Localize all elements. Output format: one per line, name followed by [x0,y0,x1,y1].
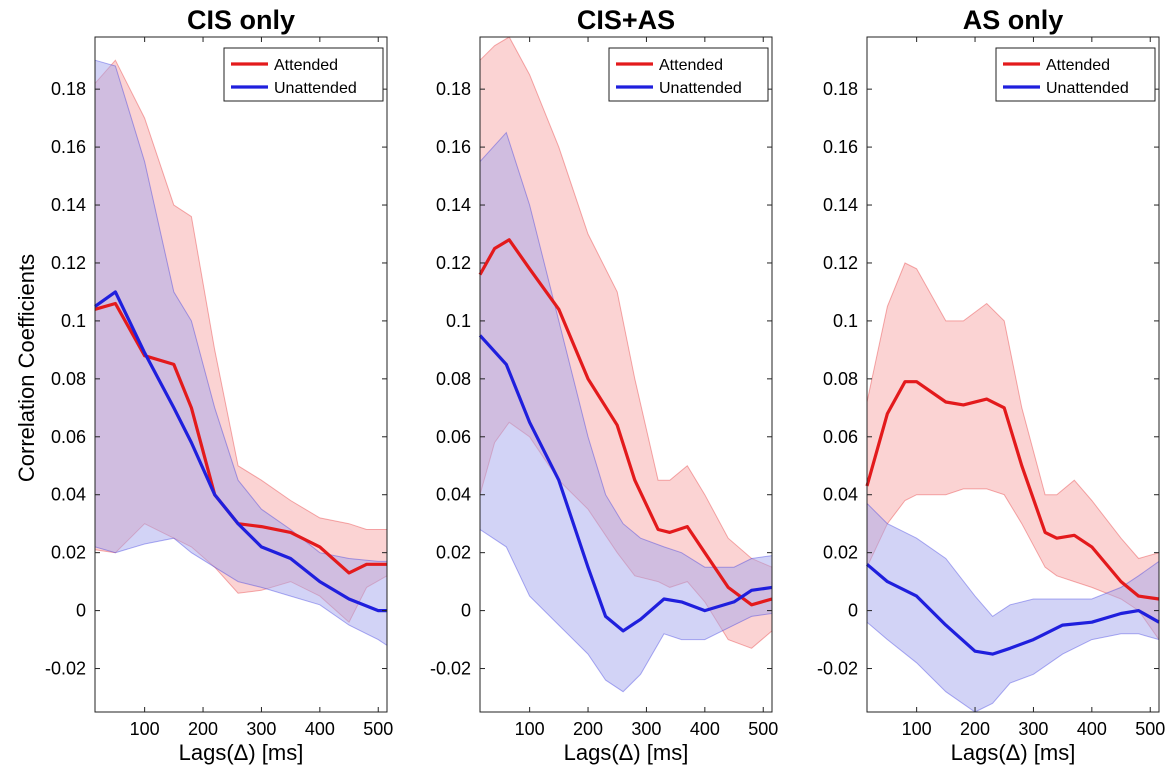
x-axis-label: Lags(Δ) [ms] [564,740,689,765]
axes-frame [94,36,388,713]
legend-box [223,47,384,102]
chart-panels: CIS only -0.02 0 0.02 0.04 0.06 0.08 0.1 0.12 0.1… [45,5,1165,765]
x-axis-label: Lags(Δ) [ms] [179,740,304,765]
chart-title: CIS+AS [577,5,675,35]
legend-label-attended: Attended [1046,57,1110,74]
chart-title: AS only [963,5,1064,35]
x-tick-label: 300 [631,719,661,739]
y-tick-label: 0.04 [51,485,86,505]
y-tick-label: 0 [76,601,86,621]
x-axis-label: Lags(Δ) [ms] [951,740,1076,765]
y-tick-label: 0.18 [823,79,858,99]
series-line-unattended [865,563,1160,656]
y-tick-label: 0.08 [823,369,858,389]
x-tick-label: 100 [515,719,545,739]
y-tick-label: 0.1 [833,311,858,331]
y-tick-label: 0.02 [51,543,86,563]
x-tick-label: 100 [902,719,932,739]
legend-label-unattended: Unattended [274,80,357,97]
x-tick-label: 100 [130,719,160,739]
legend-label-unattended: Unattended [659,80,742,97]
y-tick-label: 0.02 [436,543,471,563]
y-tick-label: 0.08 [436,369,471,389]
y-tick-label: 0.06 [51,427,86,447]
axes-frame [866,36,1160,713]
x-tick-label: 200 [960,719,990,739]
y-tick-label: -0.02 [45,659,86,679]
y-tick-label: 0.18 [51,79,86,99]
series-line-unattended [478,334,773,633]
y-tick-label: 0.04 [436,485,471,505]
chart-panel-3: AS only -0.02 0 0.02 0.04 0.06 0.08 0.1 0.12 0.14… [817,5,1165,765]
x-tick-label: 500 [1135,719,1165,739]
y-tick-label: 0.14 [51,195,86,215]
x-tick-label: 400 [690,719,720,739]
y-tick-label: 0.16 [823,137,858,157]
y-tick-label: 0.1 [61,311,86,331]
legend-box [995,47,1156,102]
legend: Attended Unattended [608,47,769,102]
legend-label-unattended: Unattended [1046,80,1129,97]
confidence-band-unattended [94,59,388,647]
y-axis-label: Correlation Coefficients [14,254,39,482]
legend-label-attended: Attended [659,57,723,74]
y-tick-label: 0.04 [823,485,858,505]
x-tick-label: 200 [188,719,218,739]
legend-label-attended: Attended [274,57,338,74]
series-line-attended [865,380,1160,601]
y-tick-label: 0.12 [436,253,471,273]
series-line-attended [478,238,773,607]
y-tick-label: 0.16 [51,137,86,157]
y-tick-label: 0.16 [436,137,471,157]
x-tick-label: 200 [573,719,603,739]
x-tick-label: 300 [246,719,276,739]
y-tick-label: 0.06 [436,427,471,447]
series-line-unattended [94,290,387,613]
y-tick-label: -0.02 [817,659,858,679]
y-tick-label: 0 [461,601,471,621]
y-tick-label: 0.18 [436,79,471,99]
x-tick-label: 400 [305,719,335,739]
x-tick-label: 500 [363,719,393,739]
y-tick-label: -0.02 [430,659,471,679]
chart-title: CIS only [187,5,295,35]
y-tick-label: 0.06 [823,427,858,447]
chart-panel-1: CIS only -0.02 0 0.02 0.04 0.06 0.08 0.1 0.12 0.1… [45,5,393,765]
x-tick-label: 400 [1077,719,1107,739]
legend-box [608,47,769,102]
y-tick-label: 0.12 [823,253,858,273]
x-tick-label: 300 [1018,719,1048,739]
y-tick-label: 0.1 [446,311,471,331]
y-tick-label: 0.14 [436,195,471,215]
y-tick-label: 0.08 [51,369,86,389]
legend: Attended Unattended [995,47,1156,102]
legend: Attended Unattended [223,47,384,102]
chart-panel-2: CIS+AS -0.02 0 0.02 0.04 0.06 0.08 0.1 0.12 0.14 0… [430,5,778,765]
y-tick-label: 0 [848,601,858,621]
y-tick-label: 0.14 [823,195,858,215]
y-tick-label: 0.02 [823,543,858,563]
axes-frame [479,36,773,713]
x-tick-label: 500 [748,719,778,739]
y-tick-label: 0.12 [51,253,86,273]
